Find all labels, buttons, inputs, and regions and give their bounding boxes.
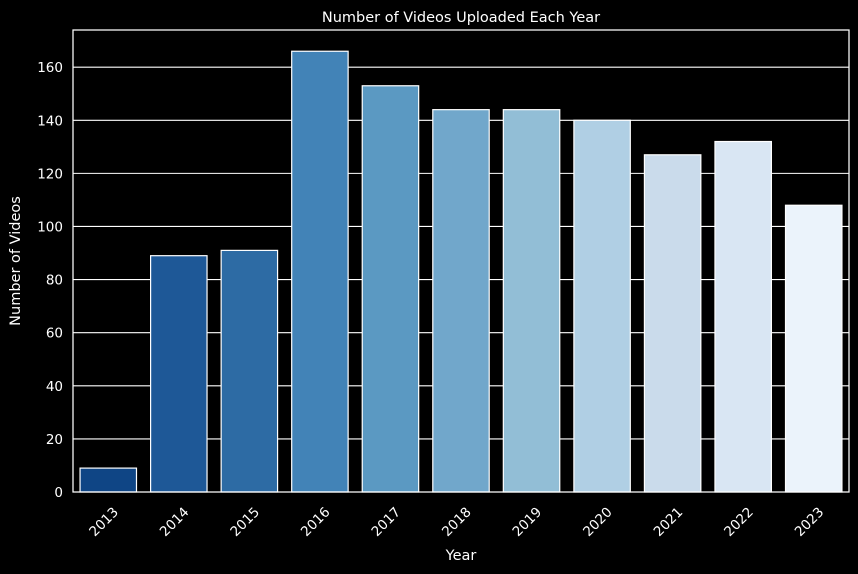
bars [79, 50, 843, 493]
bar-2019 [502, 109, 561, 493]
y-tick-label: 120 [37, 166, 63, 182]
x-tick-label: 2016 [298, 504, 334, 540]
x-tick-label: 2019 [510, 504, 546, 540]
bar-2021 [643, 154, 702, 493]
plot-frame [72, 29, 850, 493]
y-tick-labels: 0 20 40 60 80 100 120 140 160 [37, 60, 63, 501]
bar-2016 [291, 50, 349, 493]
x-tick-label: 2013 [86, 504, 122, 540]
x-tick-label: 2017 [368, 504, 404, 540]
y-axis-label: Number of Videos [8, 196, 24, 326]
y-tick-label: 60 [46, 326, 63, 342]
x-tick-label: 2020 [580, 504, 616, 540]
x-tick-label: 2018 [439, 504, 475, 540]
y-tick-label: 0 [54, 485, 63, 501]
y-tick-label: 80 [46, 273, 63, 289]
y-tick-label: 20 [46, 432, 63, 448]
bar-2022 [714, 140, 772, 493]
x-tick-label: 2022 [721, 504, 757, 540]
x-tick-label: 2021 [651, 504, 687, 540]
y-tick-label: 140 [37, 113, 63, 129]
chart-title: Number of Videos Uploaded Each Year [322, 10, 600, 26]
x-axis-label: Year [445, 548, 477, 564]
bar-2017 [361, 85, 420, 493]
bar-2020 [573, 119, 631, 493]
bar-2013 [79, 467, 138, 493]
x-tick-label: 2023 [792, 504, 828, 540]
y-tick-label: 40 [46, 379, 63, 395]
bar-2014 [150, 255, 208, 493]
y-tick-label: 100 [37, 219, 63, 235]
bar-2018 [432, 109, 490, 493]
bar-2015 [220, 249, 279, 493]
x-tick-labels: 2013 2014 2015 2016 2017 2018 2019 2020 2021 2022… [86, 504, 827, 540]
x-tick-label: 2014 [157, 504, 193, 540]
bar-2023 [784, 204, 843, 493]
x-tick-label: 2015 [227, 504, 263, 540]
y-tick-label: 160 [37, 60, 63, 76]
